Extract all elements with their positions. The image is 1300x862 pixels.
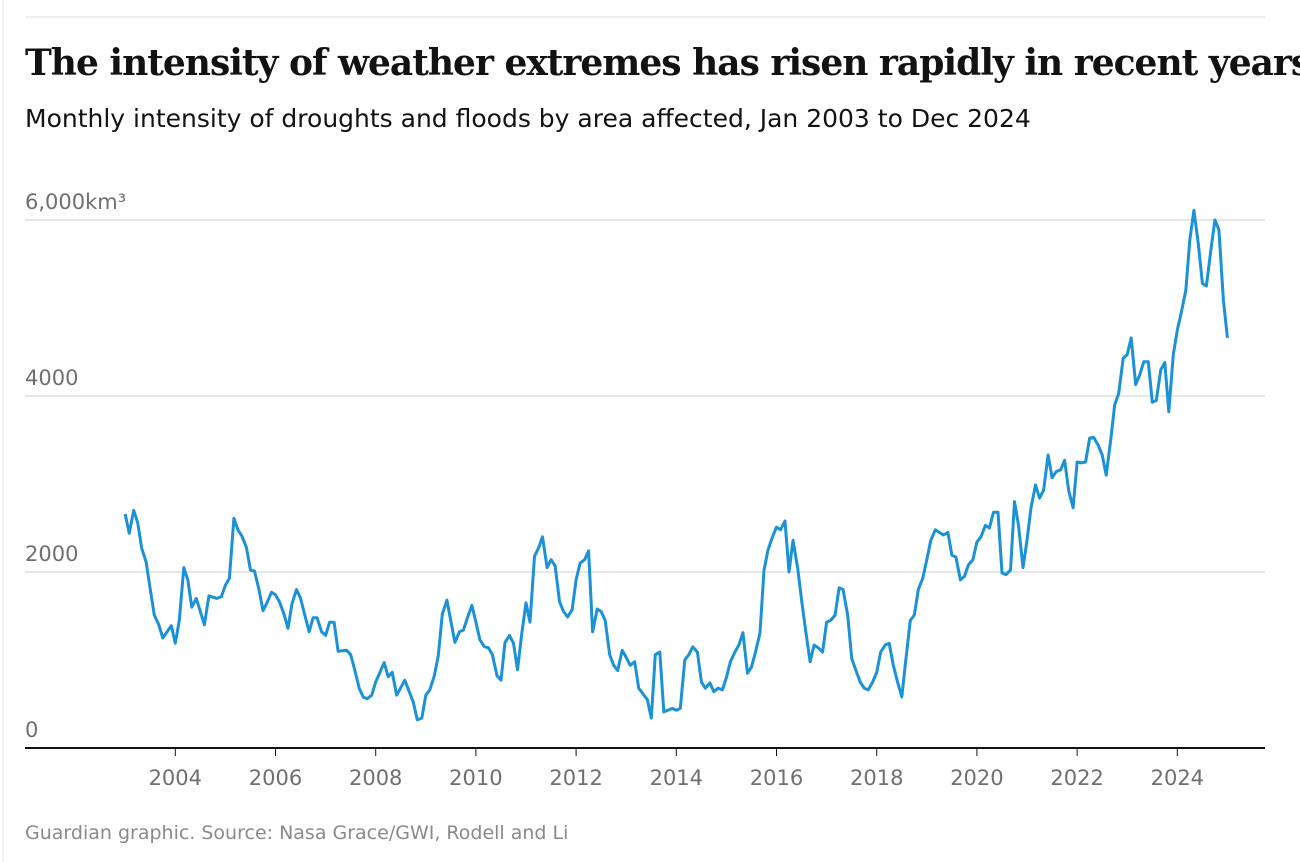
- y-tick-label: 0: [25, 718, 38, 742]
- x-tick-label: 2020: [950, 766, 1003, 790]
- x-tick-label: 2014: [650, 766, 703, 790]
- x-tick-label: 2016: [750, 766, 803, 790]
- y-tick-label: 2000: [25, 542, 78, 566]
- chart-subtitle: Monthly intensity of droughts and floods…: [25, 104, 1031, 133]
- chart-title: The intensity of weather extremes has ri…: [25, 42, 1300, 84]
- x-tick-label: 2006: [249, 766, 302, 790]
- y-tick-label: 6,000km³: [25, 190, 126, 214]
- x-tick-label: 2012: [549, 766, 602, 790]
- data-line: [123, 208, 1229, 722]
- x-tick-label: 2004: [149, 766, 202, 790]
- x-tick-label: 2022: [1050, 766, 1103, 790]
- source-note: Guardian graphic. Source: Nasa Grace/GWI…: [25, 822, 568, 844]
- x-tick-label: 2008: [349, 766, 402, 790]
- y-tick-label: 4000: [25, 366, 78, 390]
- x-tick-label: 2010: [449, 766, 502, 790]
- x-tick-label: 2018: [850, 766, 903, 790]
- x-tick-label: 2024: [1151, 766, 1204, 790]
